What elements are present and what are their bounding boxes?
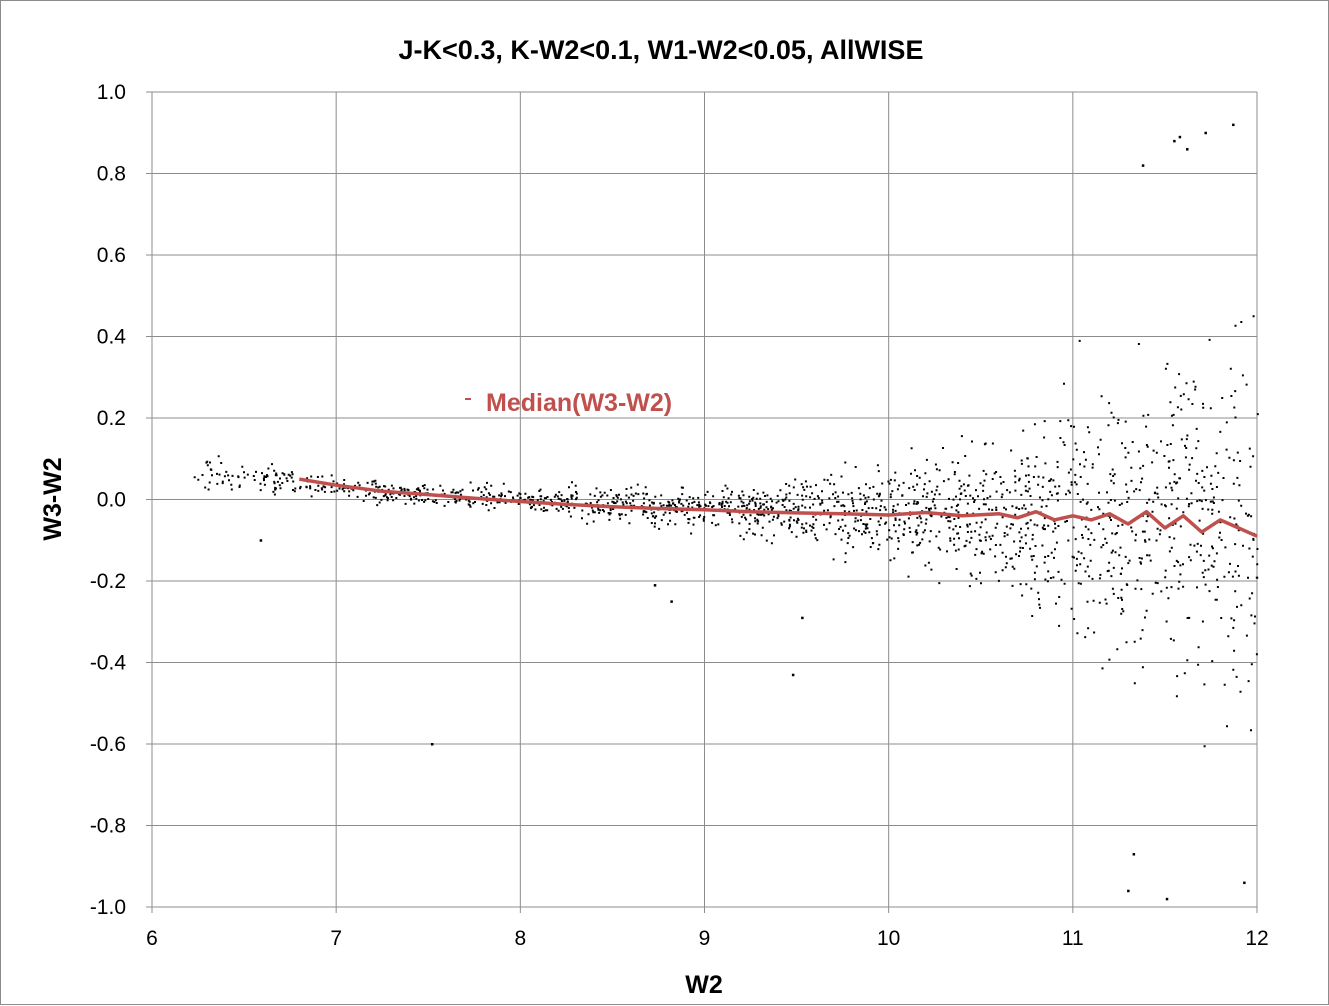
outlier-point (1178, 135, 1182, 139)
outlier-point (259, 539, 263, 542)
legend: Median(W3-W2) (465, 389, 672, 417)
chart-title: J-K<0.3, K-W2<0.1, W1-W2<0.05, AllWISE (399, 35, 924, 65)
y-tick-label: -0.8 (90, 815, 126, 838)
median-line-layer (299, 477, 1258, 538)
x-tick-label: 12 (1245, 927, 1268, 950)
outlier-point (1141, 164, 1145, 167)
outlier-point (1186, 148, 1189, 151)
x-tick-label: 9 (699, 927, 711, 950)
outlier-point (1204, 131, 1207, 135)
y-tick-label: -1.0 (90, 896, 126, 919)
y-tick-label: -0.2 (90, 570, 126, 593)
legend-median-label: Median(W3-W2) (486, 389, 672, 417)
outlier-point (1132, 853, 1136, 856)
outlier-point (1173, 139, 1176, 143)
y-tick-label: -0.6 (90, 733, 126, 756)
outlier-point (1232, 123, 1235, 127)
y-tick-labels: 1.0 0.8 0.6 0.4 0.2 0.0 -0.2 -0.4 -0.6 -0.8 -1.0 (90, 81, 127, 919)
outlier-point (791, 673, 795, 677)
y-tick-label: 0.0 (97, 489, 126, 512)
y-tick-label: 0.8 (97, 163, 126, 186)
y-tick-label: 1.0 (97, 81, 126, 104)
outlier-point (801, 616, 804, 620)
x-tick-label: 6 (146, 927, 158, 950)
outlier-point (1165, 897, 1169, 901)
scatter-dots (193, 315, 1259, 748)
x-tick-label: 7 (330, 927, 342, 950)
median-line (299, 477, 1258, 538)
x-tick-label: 11 (1062, 927, 1084, 950)
x-tick-labels: 6 7 8 9 10 11 12 (146, 927, 1269, 950)
axes (146, 91, 1258, 913)
y-tick-label: 0.2 (97, 407, 126, 430)
grid-lines (152, 91, 1258, 908)
outlier-point (430, 743, 434, 746)
y-axis-label: W3-W2 (39, 457, 67, 540)
outlier-point (653, 584, 657, 587)
outlier-point (1243, 881, 1246, 885)
x-axis-label: W2 (685, 971, 723, 999)
outlier-point (1127, 889, 1130, 893)
y-tick-label: -0.4 (90, 652, 127, 675)
outlier-points (259, 123, 1246, 901)
scatter-points (193, 315, 1259, 748)
y-tick-label: 0.6 (97, 244, 126, 267)
x-tick-label: 8 (514, 927, 526, 950)
y-tick-label: 0.4 (97, 326, 127, 349)
outlier-point (670, 600, 673, 603)
x-tick-label: 10 (877, 927, 900, 950)
